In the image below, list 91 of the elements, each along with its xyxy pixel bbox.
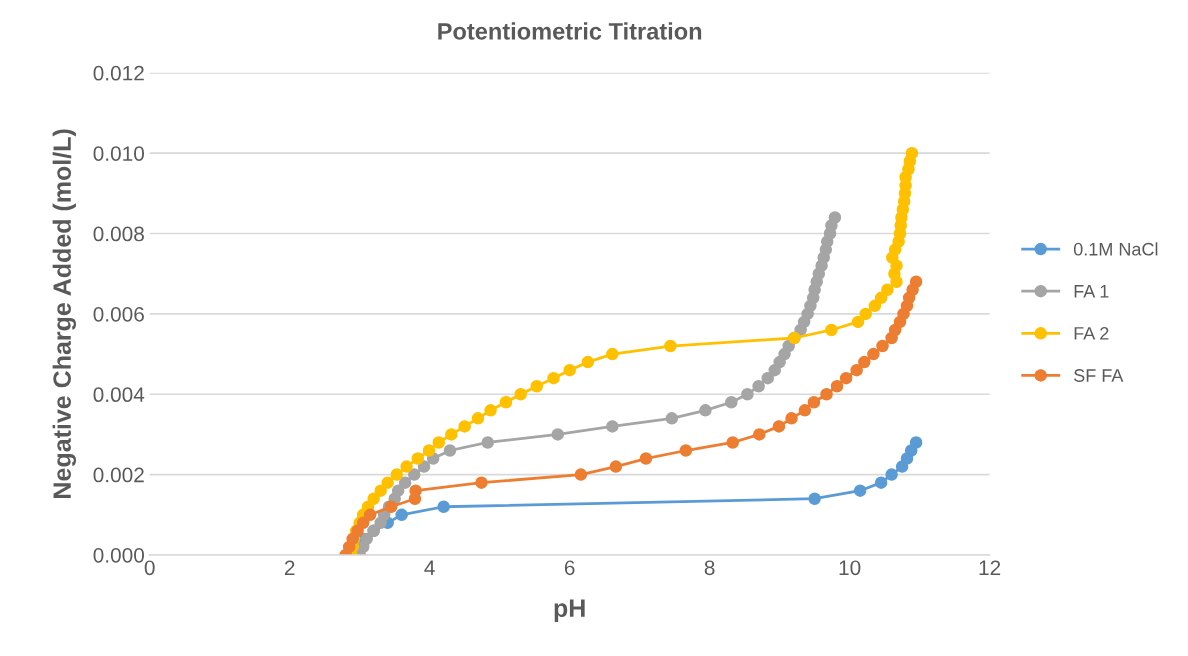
- point: [445, 428, 458, 441]
- legend-label: FA 1: [1074, 285, 1109, 298]
- point: [785, 412, 798, 425]
- legend-label: FA 2: [1074, 327, 1109, 340]
- point: [825, 323, 838, 337]
- y-tick-label: 0.000: [93, 547, 145, 563]
- point: [514, 388, 527, 401]
- point: [830, 379, 844, 393]
- point: [839, 371, 853, 385]
- point: [367, 492, 380, 505]
- y-tick-label: 0.008: [93, 226, 144, 242]
- point: [395, 508, 408, 522]
- y-tick-label: 0.012: [93, 65, 144, 81]
- point: [400, 460, 413, 473]
- point: [547, 371, 560, 385]
- point: [574, 468, 588, 481]
- point: [881, 283, 894, 297]
- point: [606, 347, 619, 361]
- point: [530, 379, 544, 393]
- point: [726, 436, 739, 449]
- point: [905, 146, 919, 160]
- y-tick-label: 0.010: [93, 146, 145, 161]
- chart-title: Potentiometric Titration: [438, 22, 702, 40]
- x-tick-label: 6: [564, 560, 575, 576]
- point: [563, 363, 576, 377]
- point: [606, 420, 619, 433]
- point: [458, 420, 471, 433]
- point: [868, 299, 882, 313]
- point: [437, 500, 450, 514]
- point: [499, 396, 513, 409]
- point: [374, 484, 387, 497]
- y-tick-label: 0.006: [93, 306, 144, 322]
- point: [411, 452, 425, 465]
- x-axis-title: pH: [554, 599, 585, 623]
- point: [850, 363, 863, 377]
- point: [853, 484, 867, 497]
- point: [876, 339, 889, 353]
- legend-label: SF FA: [1074, 369, 1124, 382]
- point: [725, 396, 738, 409]
- x-tick-label: 12: [979, 560, 1001, 575]
- point: [753, 428, 766, 441]
- point: [391, 484, 405, 497]
- point: [390, 468, 404, 481]
- point: [665, 412, 679, 425]
- point: [484, 404, 497, 417]
- point: [699, 404, 712, 417]
- x-tick-label: 10: [839, 560, 861, 576]
- point: [858, 355, 871, 369]
- point: [752, 379, 765, 393]
- point: [909, 436, 923, 449]
- point: [639, 452, 653, 465]
- point: [859, 307, 872, 321]
- x-tick-label: 8: [704, 560, 715, 576]
- point: [432, 436, 446, 449]
- point: [664, 339, 677, 353]
- point: [408, 468, 421, 481]
- legend-label: 0.1M NaCl: [1073, 242, 1158, 256]
- point: [867, 347, 880, 361]
- point: [761, 371, 774, 385]
- point: [741, 388, 754, 401]
- point: [609, 460, 623, 473]
- point: [475, 476, 488, 489]
- point: [481, 436, 495, 449]
- point: [381, 476, 394, 489]
- x-tick-label: 2: [284, 560, 295, 575]
- y-axis-title: Negative Charge Added (mol/L): [52, 129, 77, 498]
- y-tick-label: 0.002: [93, 467, 144, 483]
- point: [798, 404, 812, 417]
- point: [356, 516, 370, 530]
- point: [398, 476, 412, 489]
- point: [772, 420, 786, 433]
- point: [808, 492, 821, 505]
- point: [807, 396, 821, 409]
- point: [909, 275, 923, 289]
- point: [551, 428, 564, 441]
- point: [679, 444, 693, 457]
- point: [363, 508, 377, 522]
- point: [443, 444, 457, 457]
- x-tick-label: 4: [424, 560, 435, 575]
- point: [820, 388, 833, 401]
- point: [885, 468, 898, 481]
- point: [874, 476, 888, 489]
- point: [417, 460, 431, 473]
- x-tick-label: 0: [144, 560, 155, 576]
- point: [422, 444, 436, 457]
- point: [581, 355, 595, 369]
- y-tick-label: 0.004: [93, 387, 145, 403]
- point: [471, 412, 485, 425]
- point: [828, 211, 842, 224]
- point: [851, 315, 865, 329]
- point: [874, 291, 888, 305]
